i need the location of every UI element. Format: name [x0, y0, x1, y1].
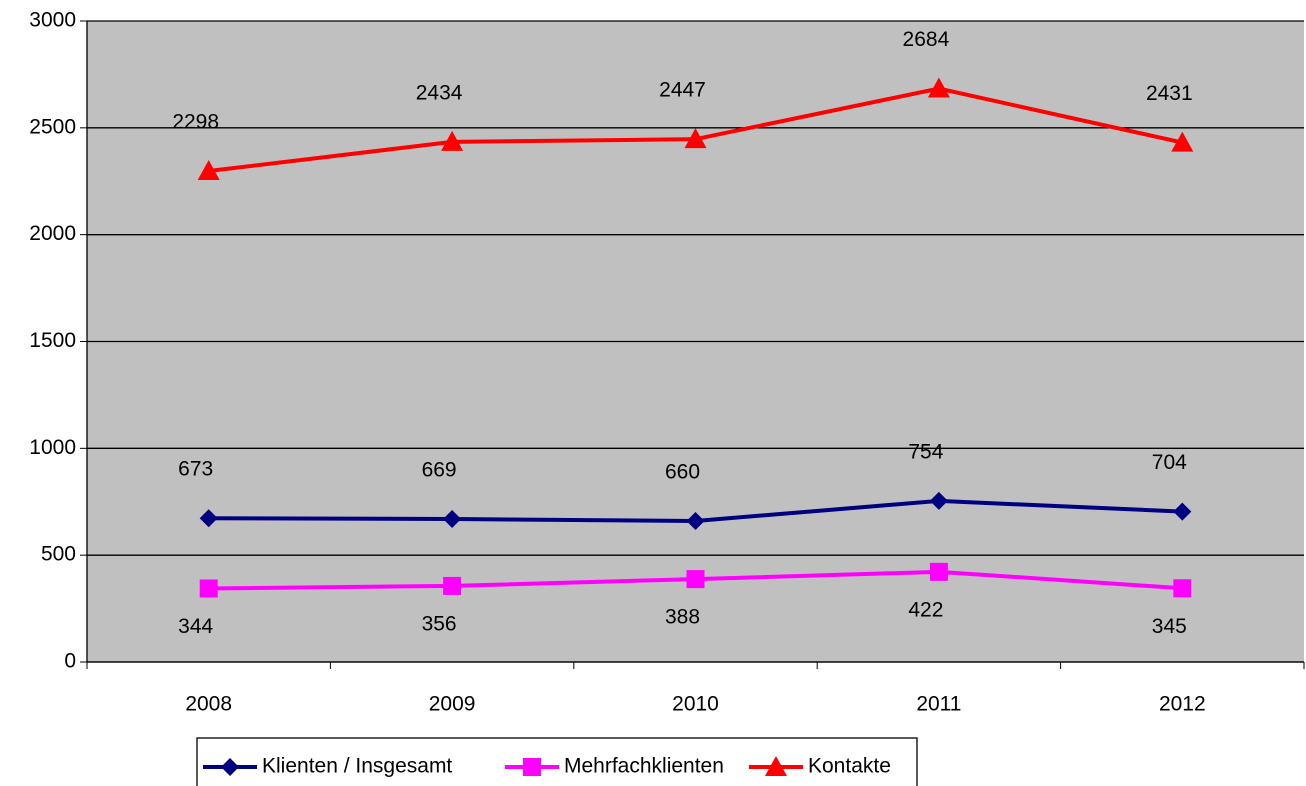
data-point: [1173, 579, 1192, 598]
x-tick-label: 2008: [185, 693, 232, 716]
data-label: 422: [908, 598, 943, 621]
legend-label: Kontakte: [808, 755, 891, 778]
data-point: [686, 511, 705, 530]
data-label: 388: [665, 606, 700, 629]
legend-marker: [523, 758, 541, 776]
data-point: [197, 159, 220, 180]
legend-marker: [765, 756, 787, 776]
data-label: 2684: [903, 28, 950, 51]
data-label: 669: [422, 459, 457, 482]
data-label: 673: [178, 458, 213, 481]
data-point: [443, 576, 462, 595]
data-label: 704: [1152, 451, 1187, 474]
y-tick-label: 1000: [29, 436, 76, 459]
data-label: 345: [1152, 615, 1187, 638]
data-point: [1173, 502, 1192, 521]
y-tick-label: 0: [64, 650, 76, 673]
legend-marker: [221, 758, 239, 776]
x-tick-label: 2012: [1159, 693, 1206, 716]
data-label: 2434: [416, 81, 463, 104]
data-point: [1171, 131, 1194, 152]
data-point: [686, 570, 705, 589]
data-point: [684, 128, 707, 149]
data-label: 344: [178, 615, 213, 638]
data-point: [929, 562, 948, 581]
y-tick-label: 2500: [29, 115, 76, 138]
data-label: 2431: [1146, 82, 1193, 105]
legend-label: Mehrfachklienten: [564, 755, 724, 778]
x-tick-label: 2011: [916, 693, 961, 716]
data-label: 754: [908, 440, 943, 463]
data-label: 2298: [172, 111, 219, 134]
legend-box: [196, 737, 918, 786]
data-point: [929, 491, 948, 510]
data-point: [443, 510, 462, 529]
y-tick-label: 2000: [29, 222, 76, 245]
data-point: [927, 77, 950, 98]
legend-label: Klienten / Insgesamt: [262, 755, 452, 778]
x-tick-label: 2009: [429, 693, 476, 716]
data-point: [199, 509, 218, 528]
y-tick-label: 500: [41, 543, 76, 566]
data-point: [199, 579, 218, 598]
x-tick-label: 2010: [672, 693, 719, 716]
data-label: 660: [665, 461, 700, 484]
data-label: 2447: [659, 79, 706, 102]
data-label: 356: [422, 612, 457, 635]
data-point: [441, 130, 464, 151]
y-tick-label: 1500: [29, 329, 76, 352]
y-tick-label: 3000: [29, 9, 76, 32]
